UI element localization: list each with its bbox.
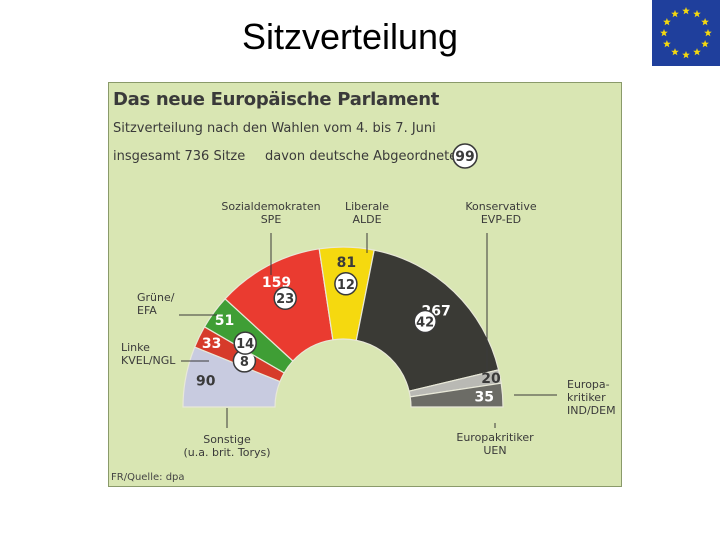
group-label: Konservative EVP-ED (465, 200, 537, 226)
flag-star-icon (704, 29, 712, 37)
flag-star-icon (682, 51, 690, 59)
slide-title: Sitzverteilung (241, 16, 459, 57)
seat-value: 20 (481, 371, 501, 387)
chart-title: Das neue Europäische Parlament (113, 89, 440, 110)
flag-star-icon (682, 7, 690, 15)
group-label: Sozialdemokraten SPE (221, 200, 320, 226)
flag-star-icon (701, 18, 709, 26)
german-total-value: 99 (455, 149, 474, 165)
chart-segment (409, 382, 504, 408)
seat-value: 33 (202, 336, 221, 352)
parliament-chart: 99 90 Sonstige (u.a. brit. Torys) 33 8 Linke KV… (121, 143, 616, 459)
flag-star-icon (671, 48, 679, 56)
group-label: Sonstige (u.a. brit. Torys) (184, 433, 271, 459)
german-seats-badge (233, 331, 257, 355)
eu-flag-icon (652, 0, 720, 66)
flag-star-icon (663, 40, 671, 48)
german-total-badge (452, 143, 478, 169)
seat-value: 90 (196, 373, 216, 389)
german-seats-value: 23 (276, 292, 294, 307)
german-seats-value: 8 (240, 355, 249, 370)
flag-star-icon (693, 9, 701, 18)
german-seats-value: 14 (236, 337, 254, 352)
source-credit: FR/Quelle: dpa (111, 472, 185, 483)
chart-graphic: Das neue Europäische Parlament Sitzverte… (108, 82, 622, 487)
german-seats-badge (413, 309, 437, 334)
total-seats-text: insgesamt 736 Sitze (113, 149, 246, 164)
seat-value: 35 (474, 389, 493, 405)
seat-value: 81 (337, 255, 356, 271)
flag-star-icon (701, 40, 709, 48)
chart-subtitle: Sitzverteilung nach den Wahlen vom 4. bi… (113, 121, 436, 136)
flag-star-icon (663, 18, 671, 26)
flag-star-icon (671, 9, 679, 18)
seat-value: 51 (215, 313, 234, 329)
german-seats-badge (334, 272, 358, 296)
group-label: Europa-kritiker IND/DEM (567, 378, 616, 417)
german-seats-badge (273, 286, 297, 310)
flag-star-icon (693, 48, 701, 56)
german-seats-text: davon deutsche Abgeordnete (265, 149, 458, 164)
group-label: Liberale ALDE (345, 200, 389, 226)
german-seats-value: 42 (416, 316, 434, 331)
flag-star-icon (660, 29, 668, 37)
group-label: Linke KVEL/NGL (121, 341, 176, 367)
german-seats-value: 12 (337, 278, 355, 293)
group-label: Grüne/EFA (137, 291, 175, 317)
group-label: Europakritiker UEN (456, 431, 534, 457)
